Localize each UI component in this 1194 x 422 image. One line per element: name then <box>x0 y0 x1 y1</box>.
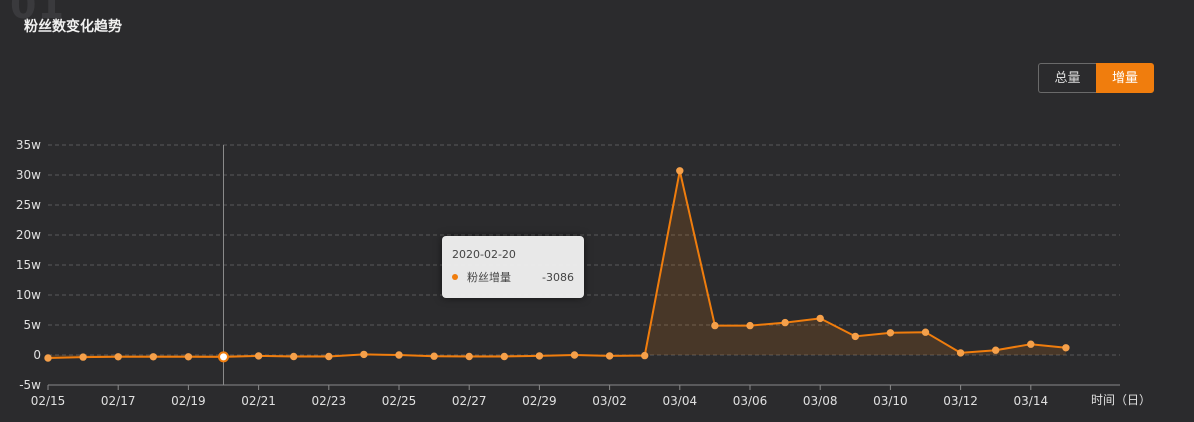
total-button[interactable]: 总量 <box>1038 63 1096 93</box>
series-line <box>47 170 1067 359</box>
panel-title: 粉丝数变化趋势 <box>24 19 122 35</box>
data-point <box>886 329 895 337</box>
series-dot-icon <box>452 274 458 280</box>
x-tick-label: 03/08 <box>803 394 838 408</box>
x-tick-label: 02/15 <box>31 394 66 408</box>
x-tick-label: 02/27 <box>452 394 487 408</box>
tooltip-date: 2020-02-20 <box>452 248 516 261</box>
y-tick-label: 20w <box>16 228 41 242</box>
data-point <box>79 353 87 361</box>
data-point <box>816 314 824 323</box>
data-point <box>290 352 298 361</box>
data-point <box>851 332 859 341</box>
x-tick-label: 02/25 <box>382 394 417 408</box>
increment-button[interactable]: 增量 <box>1096 63 1154 93</box>
data-point <box>535 352 544 360</box>
tooltip-row: 粉丝增量 -3086 <box>452 269 574 285</box>
x-tick-label: 02/23 <box>312 394 347 408</box>
x-tick-label: 02/17 <box>101 394 136 408</box>
data-point <box>395 351 403 359</box>
y-tick-label: -5w <box>19 378 41 392</box>
x-tick-label: 03/14 <box>1014 394 1049 408</box>
x-tick-label: 03/10 <box>873 394 908 408</box>
x-tick-label: 03/06 <box>733 394 768 408</box>
data-point <box>465 352 473 361</box>
data-point <box>570 351 579 359</box>
y-tick-label: 0 <box>33 348 41 362</box>
data-point <box>44 354 52 362</box>
data-point <box>641 351 649 360</box>
data-point <box>605 352 614 360</box>
x-tick-label: 02/29 <box>522 394 557 408</box>
y-tick-label: 25w <box>16 198 41 212</box>
data-point <box>325 352 333 361</box>
x-tick-label: 03/04 <box>663 394 698 408</box>
x-tick-label: 02/19 <box>171 394 206 408</box>
x-tick-label: 02/21 <box>241 394 276 408</box>
y-tick-label: 15w <box>16 258 41 272</box>
y-tick-label: 10w <box>16 288 41 302</box>
data-point <box>992 346 1000 354</box>
data-point <box>500 352 508 361</box>
data-point <box>254 352 263 360</box>
data-point <box>360 350 368 359</box>
data-point <box>781 318 789 327</box>
data-point <box>114 353 122 361</box>
y-tick-label: 35w <box>16 138 41 152</box>
data-point <box>921 328 930 336</box>
data-point <box>1062 344 1070 352</box>
x-tick-label: 03/02 <box>592 394 627 408</box>
data-point <box>184 353 193 361</box>
tooltip-series-name: 粉丝增量 <box>467 271 511 284</box>
total-increment-toggle: 总量 增量 <box>1038 63 1154 93</box>
chart-tooltip: 2020-02-20 粉丝增量 -3086 <box>442 236 584 298</box>
data-point <box>676 167 684 175</box>
data-point <box>1027 340 1035 348</box>
data-point <box>956 349 965 357</box>
section-number: 01 <box>10 0 65 27</box>
x-axis-title: 时间（日） <box>1091 393 1151 407</box>
data-point <box>430 352 438 360</box>
highlighted-data-point <box>218 351 229 363</box>
x-tick-label: 03/12 <box>943 394 978 408</box>
data-point <box>711 321 719 330</box>
data-point <box>149 353 158 361</box>
tooltip-value: -3086 <box>542 270 574 284</box>
data-point <box>746 321 754 330</box>
y-tick-label: 5w <box>24 318 42 332</box>
y-tick-label: 30w <box>16 168 41 182</box>
